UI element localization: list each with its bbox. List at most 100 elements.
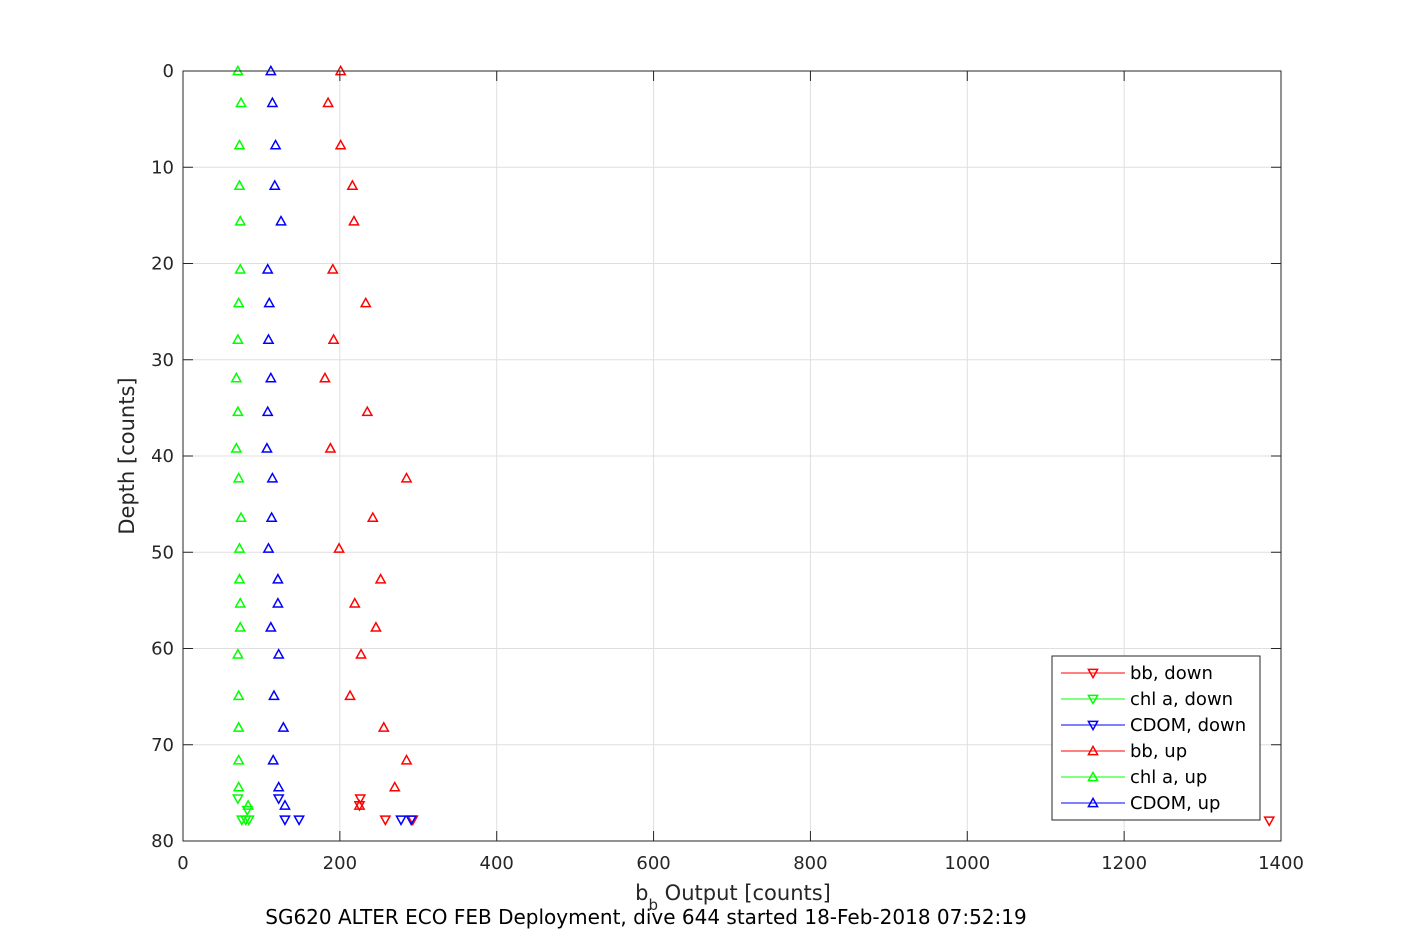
data-point bbox=[327, 333, 340, 344]
legend-marker bbox=[1087, 744, 1099, 756]
data-point bbox=[275, 215, 287, 226]
legend-entries: bb, down chl a, down CDOM, down bb, up chl a… bbox=[1061, 663, 1246, 814]
data-point bbox=[277, 721, 290, 732]
data-point bbox=[348, 597, 361, 608]
data-point bbox=[269, 138, 282, 150]
data-point bbox=[233, 573, 246, 584]
y-tick-label: 60 bbox=[151, 639, 174, 660]
legend: bb, down chl a, down CDOM, down bb, up chl a… bbox=[1051, 655, 1261, 821]
data-point bbox=[377, 721, 390, 732]
legend-box bbox=[1051, 655, 1261, 821]
data-point bbox=[232, 648, 244, 659]
legend-label: CDOM, up bbox=[1130, 793, 1220, 814]
x-axis-label-subscript: b bbox=[648, 896, 658, 914]
data-point bbox=[326, 263, 339, 274]
x-axis-label-rest: Output [counts] bbox=[658, 881, 831, 905]
axis-ticks: 0 200 400 600 800 1000 1200 1400 0 10 20 30 40 50 60 70… bbox=[151, 61, 1304, 874]
data-point bbox=[272, 794, 285, 805]
data-point bbox=[319, 371, 331, 383]
data-point bbox=[266, 471, 279, 483]
data-point bbox=[346, 179, 359, 190]
data-point bbox=[232, 471, 245, 483]
data-point bbox=[279, 815, 291, 826]
data-point bbox=[261, 442, 273, 453]
x-tick-label: 800 bbox=[793, 853, 827, 874]
legend-marker bbox=[1087, 720, 1099, 732]
x-tick-label: 1000 bbox=[944, 853, 990, 874]
data-markers bbox=[230, 64, 1276, 827]
data-point bbox=[261, 405, 274, 417]
x-tick-label: 1200 bbox=[1101, 853, 1147, 874]
data-point bbox=[354, 794, 367, 805]
x-tick-label: 0 bbox=[177, 853, 188, 874]
legend-label: chl a, up bbox=[1130, 767, 1207, 788]
data-point bbox=[374, 573, 387, 584]
data-point bbox=[268, 689, 280, 701]
data-point bbox=[272, 648, 285, 659]
legend-marker bbox=[1087, 770, 1099, 782]
data-point bbox=[264, 621, 277, 632]
data-point bbox=[232, 794, 244, 805]
y-tick-label: 10 bbox=[151, 157, 174, 178]
data-point bbox=[233, 138, 246, 150]
data-point bbox=[235, 511, 247, 523]
data-point bbox=[293, 815, 305, 826]
data-point bbox=[242, 799, 254, 810]
y-tick-label: 70 bbox=[151, 735, 174, 756]
data-point bbox=[366, 511, 379, 523]
data-point bbox=[333, 542, 345, 553]
data-point bbox=[395, 815, 407, 826]
data-point bbox=[232, 405, 244, 417]
data-point bbox=[266, 96, 279, 108]
data-point bbox=[353, 799, 366, 810]
chart-caption: SG620 ALTER ECO FEB Deployment, dive 644… bbox=[265, 905, 1026, 929]
legend-marker bbox=[1087, 668, 1099, 680]
data-point bbox=[230, 442, 243, 453]
x-axis-label-main: b bbox=[635, 881, 648, 905]
y-tick-label: 40 bbox=[151, 446, 174, 467]
data-point bbox=[262, 542, 275, 553]
data-point bbox=[265, 511, 278, 523]
data-point bbox=[1263, 816, 1276, 827]
data-point bbox=[267, 754, 280, 765]
data-point bbox=[261, 263, 274, 274]
data-point bbox=[322, 96, 334, 108]
x-axis-label: bb Output [counts] bbox=[635, 881, 831, 914]
y-axis-label: Depth [counts] bbox=[115, 377, 139, 534]
data-point bbox=[355, 648, 367, 659]
data-point bbox=[232, 721, 245, 732]
data-point bbox=[233, 542, 246, 553]
data-point bbox=[361, 405, 374, 417]
legend-label: bb, up bbox=[1130, 741, 1187, 762]
y-tick-label: 20 bbox=[151, 254, 174, 275]
x-tick-label: 400 bbox=[480, 853, 514, 874]
data-point bbox=[268, 179, 281, 190]
y-tick-label: 80 bbox=[151, 831, 174, 852]
data-point bbox=[241, 805, 254, 817]
data-point bbox=[234, 621, 247, 632]
data-point bbox=[232, 689, 245, 701]
legend-marker bbox=[1087, 796, 1099, 808]
data-point bbox=[348, 215, 360, 226]
data-point bbox=[264, 371, 277, 383]
data-point bbox=[234, 263, 247, 274]
data-point bbox=[230, 371, 243, 383]
data-point bbox=[379, 815, 392, 826]
x-tick-label: 1400 bbox=[1258, 853, 1304, 874]
data-point bbox=[262, 333, 275, 344]
data-point bbox=[344, 689, 356, 701]
y-tick-label: 0 bbox=[163, 61, 174, 82]
data-point bbox=[243, 815, 255, 826]
data-point bbox=[232, 333, 244, 344]
data-point bbox=[234, 215, 247, 226]
data-point bbox=[233, 179, 246, 190]
data-point bbox=[232, 296, 245, 308]
x-tick-label: 600 bbox=[636, 853, 670, 874]
data-point bbox=[234, 597, 247, 608]
data-point bbox=[279, 799, 291, 810]
legend-label: chl a, down bbox=[1130, 689, 1233, 710]
data-point bbox=[400, 754, 413, 765]
data-point bbox=[359, 296, 372, 308]
data-point bbox=[232, 754, 245, 765]
